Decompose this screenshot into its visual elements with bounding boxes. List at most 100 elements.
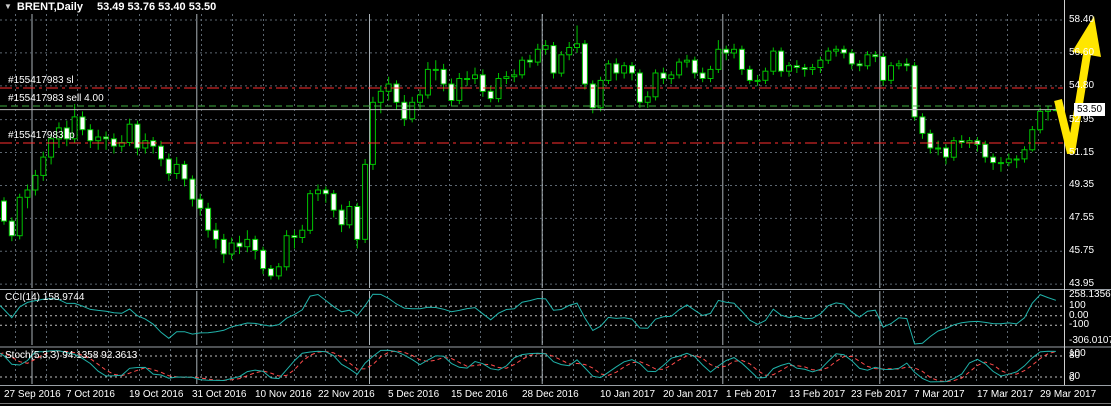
candle <box>189 175 196 207</box>
candle <box>958 135 965 148</box>
candle <box>770 47 777 75</box>
candle <box>48 135 55 165</box>
candle <box>1005 153 1012 167</box>
cci-axis-label: 258.1356 <box>1069 289 1111 300</box>
annotation-arrow-head[interactable] <box>1072 16 1101 57</box>
candle <box>676 58 683 79</box>
candle <box>377 85 384 114</box>
candle <box>880 52 887 86</box>
candle <box>534 43 541 66</box>
date-axis-label: 29 Mar 2017 <box>1040 389 1097 400</box>
candle <box>338 204 345 233</box>
date-axis-label: 27 Sep 2016 <box>4 389 61 400</box>
candle <box>809 63 816 75</box>
candle <box>990 153 997 170</box>
candle <box>16 193 23 240</box>
candle <box>613 58 620 81</box>
candle <box>401 95 408 126</box>
candle <box>558 51 565 77</box>
order-line-label: #155417983 sl <box>8 75 74 87</box>
candle <box>589 80 596 114</box>
candle <box>307 190 314 234</box>
ohlc-values: 53.49 53.76 53.40 53.50 <box>96 1 217 13</box>
stoch-indicator-label: Stoch(5,3,3) 94.1358 92.3613 <box>5 350 138 361</box>
candle <box>495 73 502 103</box>
candle <box>668 71 675 84</box>
candle <box>950 137 957 161</box>
candle <box>778 47 785 77</box>
candle <box>260 246 267 275</box>
candle <box>228 237 235 260</box>
current-price-tag: 53.50 <box>1074 102 1106 116</box>
candle <box>330 190 337 218</box>
chevron-down-icon[interactable]: ▼ <box>4 2 12 11</box>
price-axis-label: 45.75 <box>1069 245 1095 257</box>
candle <box>252 235 259 260</box>
candle <box>472 67 478 84</box>
candle <box>566 42 573 61</box>
date-axis-label: 1 Feb 2017 <box>726 389 777 400</box>
candle <box>220 233 227 264</box>
date-axis-label: 10 Nov 2016 <box>255 389 312 400</box>
stoch-d-line <box>0 350 1057 383</box>
candle <box>691 56 698 79</box>
candle <box>126 118 133 147</box>
candle <box>503 71 510 84</box>
candle <box>629 62 635 81</box>
candle <box>699 67 706 83</box>
date-axis-label: 19 Oct 2016 <box>129 389 184 400</box>
date-axis-label: 23 Feb 2017 <box>851 389 908 400</box>
candle <box>87 124 94 148</box>
candle <box>362 159 369 243</box>
cci-axis-label: 0.00 <box>1069 309 1089 321</box>
candle <box>354 202 361 249</box>
candle <box>746 65 753 84</box>
candle <box>542 40 549 55</box>
cci-axis-label: 100 <box>1069 300 1086 312</box>
candle <box>997 157 1004 172</box>
cci-axis-label: -306.0107 <box>1069 335 1111 346</box>
candle <box>393 80 400 110</box>
candle <box>966 137 973 148</box>
annotation-arrow-line[interactable] <box>1054 41 1093 154</box>
candle <box>346 201 353 229</box>
candle <box>683 54 690 68</box>
price-axis-label: 52.95 <box>1069 113 1095 125</box>
candle <box>448 78 455 106</box>
candle <box>1045 105 1051 121</box>
candle <box>24 184 31 209</box>
candle <box>299 224 306 243</box>
candle <box>848 49 855 70</box>
candle <box>636 69 643 108</box>
candle <box>424 62 431 99</box>
price-axis-label: 51.15 <box>1069 146 1095 158</box>
order-line-label: #155417983 tp <box>8 130 75 142</box>
candle <box>315 184 321 201</box>
candle <box>888 62 894 84</box>
candle <box>793 60 800 73</box>
price-axis-label: 56.60 <box>1069 46 1095 58</box>
date-axis-label: 10 Jan 2017 <box>600 389 656 400</box>
candle <box>1021 146 1028 163</box>
candle <box>982 140 989 163</box>
candle <box>731 43 737 59</box>
candle <box>919 113 926 139</box>
candle <box>79 111 86 136</box>
price-axis-label: 54.80 <box>1069 79 1095 91</box>
candlestick-series <box>1 25 1059 280</box>
candle <box>1029 126 1036 152</box>
candle <box>212 222 219 249</box>
candle <box>32 169 39 196</box>
candle <box>872 51 879 63</box>
stoch-axis-label: 100 <box>1069 348 1086 359</box>
date-axis-label: 17 Mar 2017 <box>977 389 1034 400</box>
candle <box>40 151 47 181</box>
candle <box>158 140 164 167</box>
price-axis-label: 58.40 <box>1069 14 1095 26</box>
candle <box>95 129 102 150</box>
candle <box>197 193 204 216</box>
candle <box>322 186 329 203</box>
candle <box>1 197 7 225</box>
candle <box>291 230 298 249</box>
